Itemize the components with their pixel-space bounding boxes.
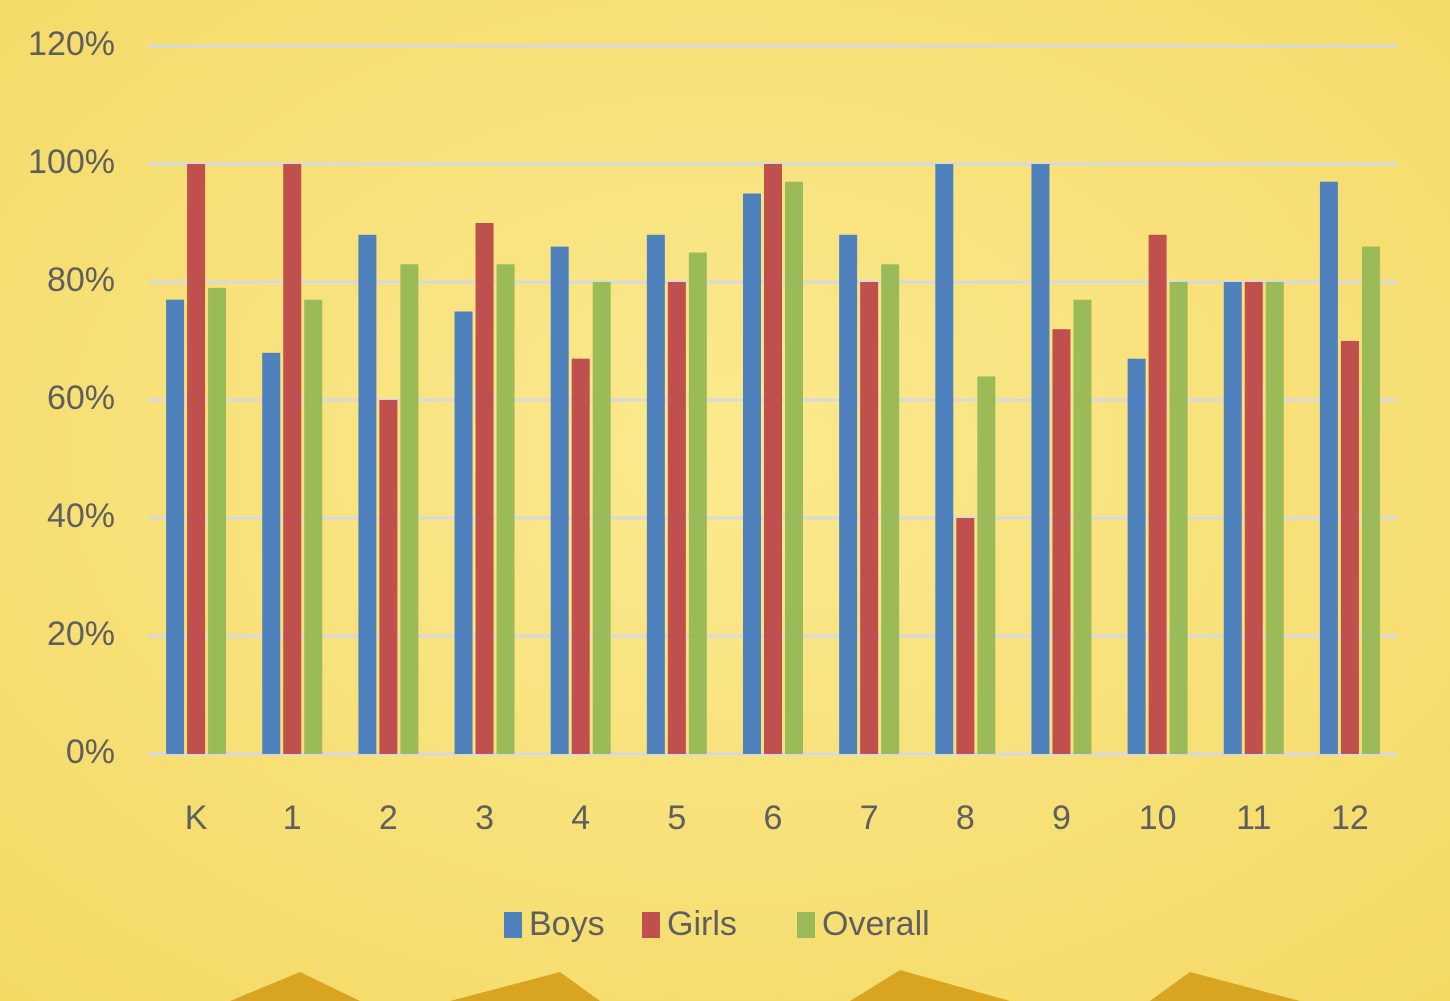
bar xyxy=(551,247,569,754)
y-tick-label: 80% xyxy=(47,261,115,299)
chart: 0%20%40%60%80%100%120%K123456789101112Bo… xyxy=(0,0,1450,1001)
bar xyxy=(1128,359,1146,754)
bar xyxy=(977,376,995,754)
bar xyxy=(1320,182,1338,754)
bar xyxy=(304,300,322,754)
bar xyxy=(208,288,226,754)
bar xyxy=(400,264,418,754)
bar xyxy=(1266,282,1284,754)
bar xyxy=(935,164,953,754)
bar xyxy=(455,312,473,755)
bar xyxy=(283,164,301,754)
bar xyxy=(497,264,515,754)
x-tick-label: 7 xyxy=(860,799,879,837)
bar xyxy=(1224,282,1242,754)
legend-label: Boys xyxy=(529,905,605,943)
x-tick-label: 4 xyxy=(571,799,590,837)
bar xyxy=(647,235,665,754)
y-tick-label: 120% xyxy=(28,25,115,63)
x-tick-label: 9 xyxy=(1052,799,1071,837)
x-tick-label: K xyxy=(185,799,208,837)
bar xyxy=(379,400,397,754)
y-tick-label: 100% xyxy=(28,143,115,181)
bar xyxy=(689,253,707,755)
bar xyxy=(860,282,878,754)
bar xyxy=(593,282,611,754)
bar xyxy=(187,164,205,754)
bar xyxy=(1341,341,1359,754)
bar xyxy=(743,194,761,755)
x-tick-label: 2 xyxy=(379,799,398,837)
bar xyxy=(1362,247,1380,754)
bar xyxy=(785,182,803,754)
y-tick-label: 20% xyxy=(47,615,115,653)
x-tick-label: 6 xyxy=(764,799,783,837)
bar xyxy=(476,223,494,754)
bar xyxy=(881,264,899,754)
y-tick-label: 0% xyxy=(66,733,115,771)
bar xyxy=(572,359,590,754)
bar xyxy=(1031,164,1049,754)
bar xyxy=(668,282,686,754)
legend-swatch xyxy=(797,912,815,938)
x-tick-label: 8 xyxy=(956,799,975,837)
legend-label: Girls xyxy=(667,905,737,943)
x-tick-label: 3 xyxy=(475,799,494,837)
bar xyxy=(1073,300,1091,754)
bar xyxy=(1245,282,1263,754)
legend-swatch xyxy=(504,912,522,938)
x-tick-label: 5 xyxy=(667,799,686,837)
bar xyxy=(166,300,184,754)
legend-swatch xyxy=(642,912,660,938)
bar xyxy=(1149,235,1167,754)
bar xyxy=(764,164,782,754)
legend-label: Overall xyxy=(822,905,930,943)
bar xyxy=(956,518,974,754)
x-tick-label: 12 xyxy=(1331,799,1369,837)
x-tick-label: 11 xyxy=(1236,799,1271,837)
bar xyxy=(839,235,857,754)
bar xyxy=(1170,282,1188,754)
x-tick-label: 1 xyxy=(283,799,302,837)
bar xyxy=(262,353,280,754)
y-tick-label: 40% xyxy=(47,497,115,535)
y-tick-label: 60% xyxy=(47,379,115,417)
bar xyxy=(358,235,376,754)
x-tick-label: 10 xyxy=(1139,799,1177,837)
bar xyxy=(1052,329,1070,754)
